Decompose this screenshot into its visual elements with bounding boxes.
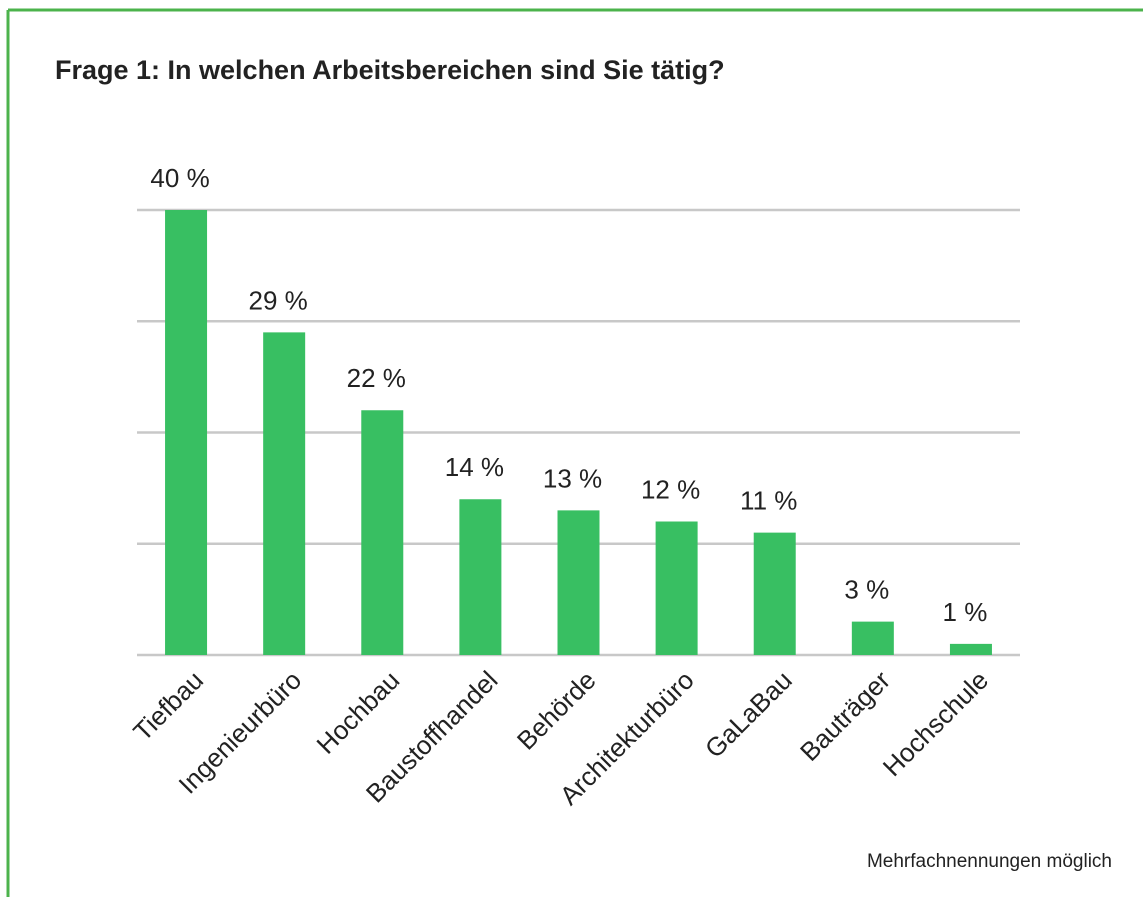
bar: [459, 499, 502, 655]
bar: [949, 643, 992, 655]
value-label: 11 %: [740, 486, 797, 516]
value-label: 3 %: [844, 575, 889, 605]
value-label: 12 %: [641, 474, 700, 504]
bar: [557, 510, 600, 655]
bar: [361, 410, 404, 655]
value-label: 13 %: [543, 463, 602, 493]
value-label: 14 %: [445, 452, 504, 482]
chart-title: Frage 1: In welchen Arbeitsbereichen sin…: [55, 55, 725, 85]
bar: [655, 521, 698, 655]
annotation: Mehrfachnennungen möglich: [867, 851, 1112, 872]
bar: [165, 210, 208, 655]
value-label: 1 %: [943, 597, 988, 627]
bar: [263, 332, 306, 655]
value-label: 22 %: [347, 363, 406, 393]
value-label: 40 %: [150, 163, 209, 193]
value-label: 29 %: [249, 285, 308, 315]
bar: [753, 532, 796, 655]
bar: [851, 621, 894, 655]
